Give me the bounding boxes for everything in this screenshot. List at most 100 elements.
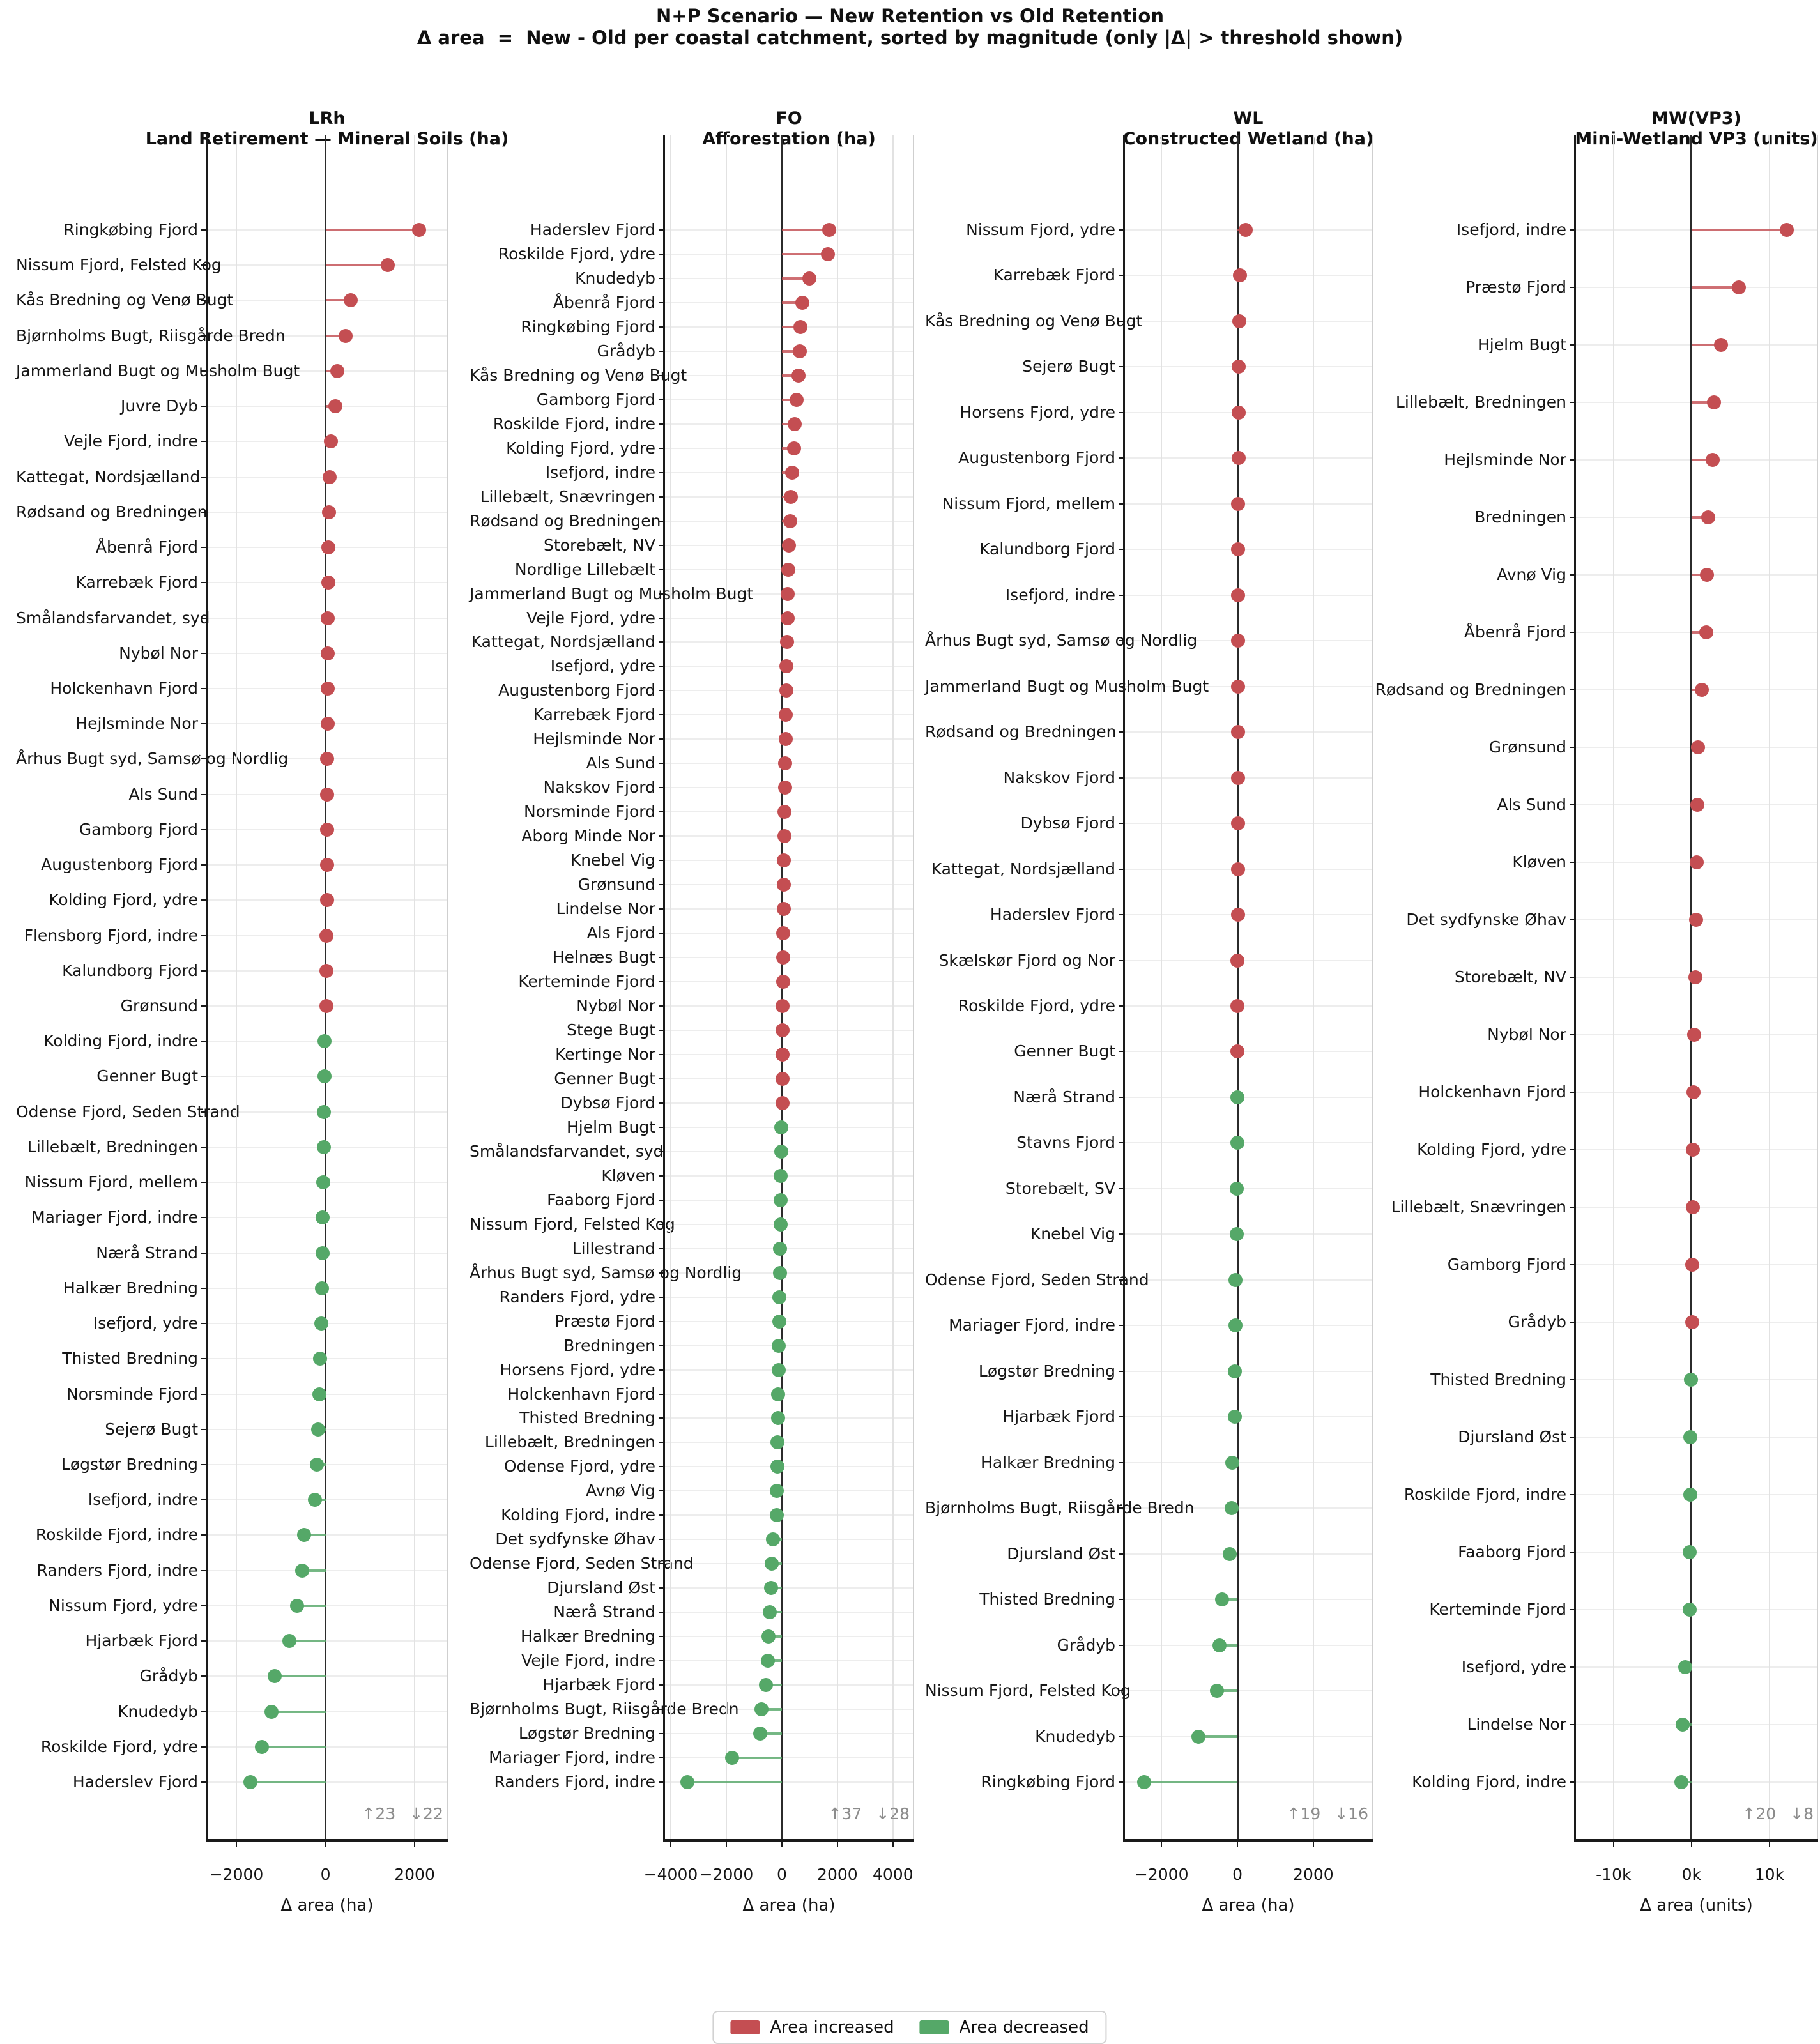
lollipop-dot xyxy=(324,434,338,448)
catchment-label: Det sydfynske Øhav xyxy=(470,1529,655,1550)
catchment-label: Lillebælt, Snævringen xyxy=(470,487,655,507)
row-gridline xyxy=(664,1514,914,1516)
panel-code: MW(VP3) xyxy=(1531,109,1820,129)
lollipop-dot xyxy=(381,258,395,272)
catchment-label: Bjørnholms Bugt, Riisgårde Bredn xyxy=(470,1699,655,1720)
row-gridline xyxy=(664,1200,914,1201)
catchment-label: Avnø Vig xyxy=(1375,565,1566,585)
catchment-label: Kattegat, Nordsjælland xyxy=(470,632,655,652)
lollipop-stem xyxy=(732,1757,782,1759)
lollipop-dot xyxy=(1685,1258,1699,1272)
catchment-label: Sejerø Bugt xyxy=(925,356,1115,377)
lollipop-dot xyxy=(774,1120,788,1134)
panel-code: WL xyxy=(1082,109,1414,129)
lollipop-dot xyxy=(765,1557,779,1571)
catchment-label: Nybøl Nor xyxy=(16,643,198,664)
catchment-label: Hejlsminde Nor xyxy=(1375,450,1566,470)
lollipop-dot xyxy=(317,1034,332,1048)
lollipop-dot xyxy=(783,514,797,528)
catchment-label: Roskilde Fjord, ydre xyxy=(470,244,655,264)
catchment-label: Grønsund xyxy=(470,874,655,895)
decreased-count: ↓28 xyxy=(876,1804,910,1824)
lollipop-dot xyxy=(1684,1373,1698,1387)
lollipop-dot xyxy=(772,1339,786,1353)
lollipop-dot xyxy=(779,732,793,746)
catchment-label: Åbenrå Fjord xyxy=(16,537,198,558)
x-tick-label: 2000 xyxy=(1269,1865,1358,1884)
catchment-label: Roskilde Fjord, indre xyxy=(1375,1484,1566,1505)
lollipop-dot xyxy=(754,1702,769,1716)
row-gridline xyxy=(1575,1666,1817,1668)
catchment-label: Storebælt, NV xyxy=(470,535,655,556)
increased-count: ↑37 xyxy=(828,1804,862,1824)
lollipop-dot xyxy=(1231,680,1245,694)
axis-spine-right xyxy=(1817,135,1818,1840)
lollipop-dot xyxy=(268,1669,282,1683)
catchment-label: Storebælt, SV xyxy=(925,1178,1115,1199)
lollipop-dot xyxy=(1231,634,1245,648)
x-tick-label: -10k xyxy=(1569,1865,1658,1884)
catchment-label: Ringkøbing Fjord xyxy=(16,220,198,240)
axis-spine-right xyxy=(913,135,914,1840)
lollipop-dot xyxy=(776,1023,790,1037)
x-tick-label: 0k xyxy=(1647,1865,1736,1884)
lollipop-stem xyxy=(326,264,388,266)
row-gridline xyxy=(207,1675,447,1677)
lollipop-dot xyxy=(774,1193,788,1207)
catchment-label: Nissum Fjord, Felsted Kog xyxy=(16,255,198,275)
lollipop-dot xyxy=(1683,1488,1697,1502)
axis-spine-bottom xyxy=(1574,1839,1818,1842)
catchment-label: Kløven xyxy=(470,1166,655,1186)
catchment-label: Juvre Dyb xyxy=(16,396,198,416)
catchment-label: Hejlsminde Nor xyxy=(16,713,198,734)
lollipop-dot xyxy=(1230,1044,1244,1058)
lollipop-stem xyxy=(687,1781,782,1783)
row-gridline xyxy=(664,1369,914,1371)
row-gridline xyxy=(664,1636,914,1637)
lollipop-dot xyxy=(1686,1200,1700,1214)
lollipop-dot xyxy=(1690,798,1704,812)
lollipop-dot xyxy=(1701,510,1715,524)
lollipop-stem xyxy=(1144,1781,1237,1783)
axis-spine-left xyxy=(663,135,665,1840)
catchment-label: Mariager Fjord, indre xyxy=(925,1315,1115,1336)
lollipop-dot xyxy=(1232,314,1246,328)
catchment-label: Als Sund xyxy=(470,753,655,774)
lollipop-dot xyxy=(1780,223,1794,237)
lollipop-dot xyxy=(316,1210,330,1224)
catchment-label: Odense Fjord, Seden Strand xyxy=(16,1102,198,1122)
lollipop-dot xyxy=(777,805,791,819)
catchment-label: Knudedyb xyxy=(925,1727,1115,1747)
catchment-label: Augustenborg Fjord xyxy=(925,448,1115,468)
chart-title: N+P Scenario — New Retention vs Old Rete… xyxy=(0,5,1820,27)
catchment-label: Stege Bugt xyxy=(470,1020,655,1041)
lollipop-dot xyxy=(1231,771,1245,785)
lollipop-dot xyxy=(1695,683,1709,697)
zero-line xyxy=(1237,135,1239,1840)
lollipop-dot xyxy=(759,1678,773,1692)
lollipop-dot xyxy=(1233,268,1247,282)
increased-count: ↑23 xyxy=(362,1804,395,1824)
catchment-label: Nissum Fjord, Felsted Kog xyxy=(470,1214,655,1235)
lollipop-dot xyxy=(1700,568,1714,582)
lollipop-dot xyxy=(1687,1028,1701,1042)
increase-color-swatch xyxy=(730,2020,760,2034)
catchment-label: Nissum Fjord, ydre xyxy=(16,1596,198,1616)
catchment-label: Grådyb xyxy=(925,1635,1115,1656)
row-gridline xyxy=(207,1746,447,1748)
catchment-label: Lindelse Nor xyxy=(1375,1714,1566,1735)
catchment-label: Karrebæk Fjord xyxy=(16,572,198,593)
lollipop-dot xyxy=(1230,954,1244,968)
lollipop-dot xyxy=(782,538,796,553)
axis-spine-left xyxy=(206,135,208,1840)
row-gridline xyxy=(664,1757,914,1758)
catchment-label: Odense Fjord, ydre xyxy=(470,1456,655,1477)
catchment-label: Bjørnholms Bugt, Riisgårde Bredn xyxy=(925,1498,1115,1518)
catchment-label: Lindelse Nor xyxy=(470,899,655,919)
lollipop-dot xyxy=(761,1654,775,1668)
catchment-label: Faaborg Fjord xyxy=(1375,1542,1566,1562)
catchment-label: Odense Fjord, Seden Strand xyxy=(470,1553,655,1574)
lollipop-dot xyxy=(339,329,353,343)
catchment-label: Kløven xyxy=(1375,852,1566,873)
catchment-label: Thisted Bredning xyxy=(925,1589,1115,1610)
